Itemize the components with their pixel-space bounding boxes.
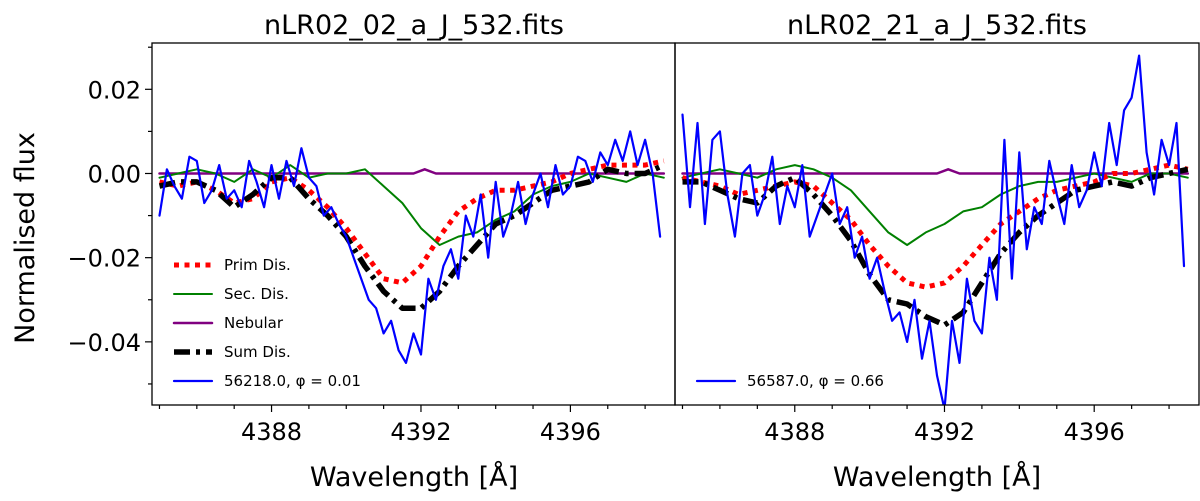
y-tick-label: 0.00 bbox=[88, 160, 141, 188]
y-axis-label: Normalised flux bbox=[10, 132, 41, 344]
x-tick-label: 4392 bbox=[390, 418, 451, 446]
panel-left-legend: Prim Dis. Sec. Dis. Nebular Sum Dis. 56218.0… bbox=[172, 256, 361, 390]
x-tick-label: 4392 bbox=[914, 418, 975, 446]
legend-label-sum: Sum Dis. bbox=[224, 343, 291, 361]
series-sum-line bbox=[158, 162, 665, 311]
y-tick-label: 0.02 bbox=[88, 76, 141, 104]
x-axis-label-right: Wavelength [Å] bbox=[833, 461, 1041, 493]
x-tick-label: 4396 bbox=[540, 418, 601, 446]
series-neb-line bbox=[681, 168, 1190, 175]
panel-right-plot-area bbox=[681, 54, 1190, 405]
panel-right-ticks: 4388 4392 4396 bbox=[681, 405, 1170, 446]
panel-right-frame bbox=[674, 42, 1200, 406]
legend-label-obs: 56218.0, φ = 0.01 bbox=[224, 372, 361, 390]
panel-left-plot-area bbox=[158, 130, 666, 364]
legend-label-neb: Nebular bbox=[224, 314, 284, 332]
x-axis-label-left: Wavelength [Å] bbox=[310, 461, 518, 493]
panel-right: nLR02_21_a_J_532.fits 4388 4392 4396 56587… bbox=[674, 10, 1200, 446]
y-tick-label: −0.02 bbox=[67, 245, 141, 273]
series-sec-line bbox=[158, 164, 665, 246]
series-neb-line bbox=[158, 168, 666, 175]
series-sum-line bbox=[682, 166, 1189, 328]
legend-label-prim: Prim Dis. bbox=[224, 256, 291, 274]
y-tick-label: −0.04 bbox=[67, 329, 141, 357]
series-obs-line bbox=[681, 54, 1186, 405]
panel-left-ticks: 4388 4392 4396 bbox=[158, 405, 646, 446]
y-axis-ticks: 0.02 0.00 −0.02 −0.04 bbox=[67, 46, 152, 385]
x-tick-label: 4388 bbox=[764, 418, 825, 446]
panel-left: nLR02_02_a_J_532.fits 4388 4392 4396 Prim … bbox=[151, 10, 676, 446]
panel-right-legend: 56587.0, φ = 0.66 bbox=[695, 372, 884, 390]
panel-right-title: nLR02_21_a_J_532.fits bbox=[787, 10, 1087, 41]
panel-left-title: nLR02_02_a_J_532.fits bbox=[264, 10, 564, 41]
series-prim-line bbox=[158, 158, 665, 286]
x-tick-label: 4388 bbox=[241, 418, 302, 446]
legend-label-sec: Sec. Dis. bbox=[224, 285, 289, 303]
x-tick-label: 4396 bbox=[1064, 418, 1125, 446]
legend-label-obs: 56587.0, φ = 0.66 bbox=[747, 372, 884, 390]
series-obs-line bbox=[158, 130, 662, 364]
